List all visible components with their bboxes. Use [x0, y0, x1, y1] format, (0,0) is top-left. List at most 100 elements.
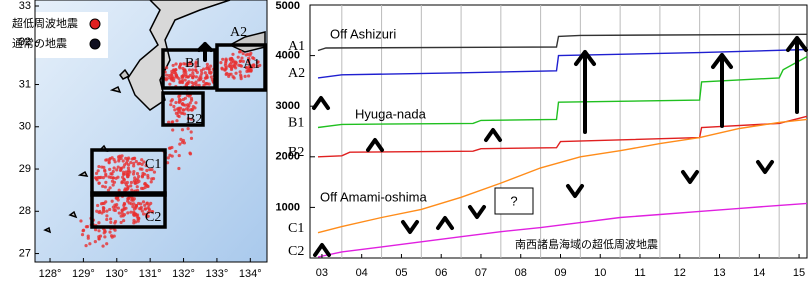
- seismic-dot: [122, 219, 125, 222]
- seismic-dot: [169, 103, 172, 106]
- region-label: A1: [243, 57, 260, 72]
- seismic-dot: [111, 172, 114, 175]
- seismic-dot: [117, 157, 120, 160]
- seismic-dot: [118, 211, 121, 214]
- seismic-dot: [123, 203, 126, 206]
- region-label: C1: [145, 157, 161, 172]
- seismic-dot: [170, 73, 173, 76]
- y-tick-label: 32: [19, 36, 31, 48]
- seismic-dot: [239, 70, 242, 73]
- seismic-dot: [126, 188, 129, 191]
- seismic-dot: [104, 200, 107, 203]
- series-label: C1: [288, 221, 304, 236]
- seismic-dot: [244, 75, 247, 78]
- seismic-dot: [108, 168, 111, 171]
- seismic-dot: [181, 75, 184, 78]
- x-tick-label: 09: [554, 267, 566, 279]
- seismic-dot: [185, 75, 188, 78]
- seismic-dot: [146, 185, 149, 188]
- seismic-dot: [195, 83, 198, 86]
- annotation: Hyuga-nada: [355, 106, 427, 121]
- seismic-dot: [239, 75, 242, 78]
- seismic-dot: [173, 108, 176, 111]
- seismic-dot: [143, 173, 146, 176]
- seismic-dot: [178, 143, 181, 146]
- y-tick-label: 29: [19, 163, 31, 175]
- seismic-dot: [126, 211, 129, 214]
- seismic-dot: [202, 67, 205, 70]
- y-tick-label: 3000: [276, 100, 300, 112]
- seismic-dot: [180, 80, 183, 83]
- seismic-dot: [237, 56, 240, 59]
- series-label: B1: [288, 116, 304, 131]
- x-tick-label: 128°: [39, 268, 62, 280]
- seismic-dot: [174, 68, 177, 71]
- seismic-dot: [175, 119, 178, 122]
- seismic-dot: [109, 217, 112, 220]
- seismic-dot: [130, 188, 133, 191]
- series-label: C2: [288, 244, 304, 259]
- figure: A1 A2 B1 B2 C1 C2 超低周波地震通常の地震 2728293031…: [0, 0, 808, 283]
- y-tick-label: 31: [19, 78, 31, 90]
- seismic-dot: [109, 221, 112, 224]
- seismic-dot: [181, 128, 184, 131]
- seismic-dot: [95, 178, 98, 181]
- seismic-dot: [195, 75, 198, 78]
- seismic-dot: [132, 170, 135, 173]
- x-tick-label: 10: [594, 267, 606, 279]
- seismic-dot: [174, 62, 177, 65]
- seismic-dot: [223, 68, 226, 71]
- seismic-dot: [190, 81, 193, 84]
- seismic-dot: [152, 177, 155, 180]
- seismic-dot: [202, 80, 205, 83]
- seismic-dot: [104, 230, 107, 233]
- seismic-dot: [140, 158, 143, 161]
- seismic-dot: [135, 160, 138, 163]
- seismic-dot: [177, 111, 180, 114]
- plot-area: [310, 5, 807, 258]
- seismic-dot: [111, 200, 114, 203]
- seismic-dot: [137, 216, 140, 219]
- series-label: A2: [288, 66, 305, 81]
- seismic-dot: [238, 50, 241, 53]
- region-label: A2: [230, 25, 247, 40]
- x-tick-label: 131°: [139, 268, 162, 280]
- seismic-dot: [225, 72, 228, 75]
- seismic-dot: [168, 76, 171, 79]
- seismic-dot: [177, 77, 180, 80]
- seismic-dot: [136, 185, 139, 188]
- seismic-dot: [174, 72, 177, 75]
- seismic-dot: [190, 137, 193, 140]
- seismic-dot: [190, 130, 193, 133]
- x-tick-label: 07: [475, 267, 487, 279]
- seismic-dot: [174, 101, 177, 104]
- seismic-dot: [172, 64, 175, 67]
- seismic-dot: [174, 150, 177, 153]
- seismic-dot: [225, 59, 228, 62]
- seismic-dot: [229, 63, 232, 66]
- legend-marker: [90, 39, 100, 49]
- seismic-dot: [115, 196, 118, 199]
- seismic-dot: [97, 221, 100, 224]
- seismic-dot: [114, 209, 117, 212]
- seismic-dot: [136, 213, 139, 216]
- seismic-dot: [168, 83, 171, 86]
- seismic-dot: [208, 83, 211, 86]
- seismic-dot: [94, 240, 97, 243]
- seismic-dot: [132, 219, 135, 222]
- seismic-dot: [172, 105, 175, 108]
- annotation: Off Amami-oshima: [320, 189, 427, 204]
- seismic-dot: [187, 127, 190, 130]
- seismic-dot: [171, 128, 174, 131]
- seismic-dot: [245, 53, 248, 56]
- seismic-dot: [126, 175, 129, 178]
- seismic-dot: [204, 82, 207, 85]
- seismic-dot: [248, 54, 251, 57]
- seismic-dot: [194, 101, 197, 104]
- region-label: C2: [145, 210, 161, 225]
- seismic-dot: [137, 202, 140, 205]
- x-tick-label: 130°: [105, 268, 128, 280]
- x-tick-label: 03: [316, 267, 328, 279]
- seismic-dot: [108, 208, 111, 211]
- seismic-dot: [234, 66, 237, 69]
